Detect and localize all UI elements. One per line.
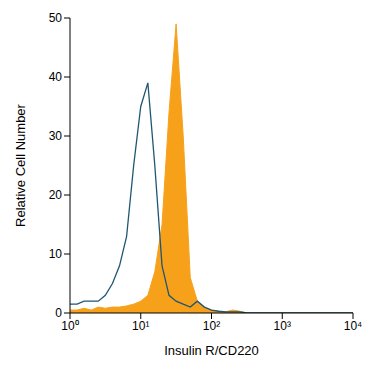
svg-text:10³: 10³ <box>274 319 291 333</box>
svg-text:10⁰: 10⁰ <box>61 319 78 333</box>
svg-text:0: 0 <box>55 306 62 320</box>
svg-text:50: 50 <box>49 11 63 25</box>
svg-text:30: 30 <box>49 129 63 143</box>
svg-text:Relative Cell Number: Relative Cell Number <box>13 103 28 226</box>
svg-text:40: 40 <box>49 70 63 84</box>
svg-text:Insulin R/CD220: Insulin R/CD220 <box>164 343 259 358</box>
svg-text:10²: 10² <box>203 319 220 333</box>
svg-text:10¹: 10¹ <box>132 319 149 333</box>
svg-text:10⁴: 10⁴ <box>344 319 363 333</box>
svg-text:10: 10 <box>49 247 63 261</box>
svg-text:20: 20 <box>49 188 63 202</box>
